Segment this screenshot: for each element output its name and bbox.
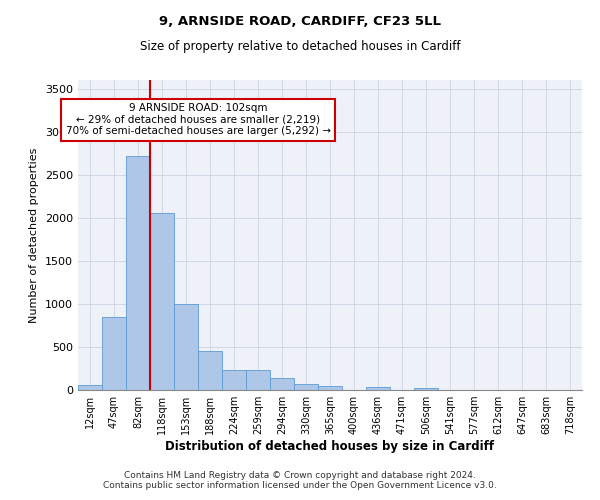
Bar	[270, 378, 294, 390]
Text: 9, ARNSIDE ROAD, CARDIFF, CF23 5LL: 9, ARNSIDE ROAD, CARDIFF, CF23 5LL	[159, 15, 441, 28]
Bar	[126, 156, 150, 390]
Text: Contains HM Land Registry data © Crown copyright and database right 2024.
Contai: Contains HM Land Registry data © Crown c…	[103, 470, 497, 490]
Bar	[78, 385, 102, 390]
Bar	[318, 386, 342, 390]
Text: 9 ARNSIDE ROAD: 102sqm
← 29% of detached houses are smaller (2,219)
70% of semi-: 9 ARNSIDE ROAD: 102sqm ← 29% of detached…	[65, 104, 331, 136]
Bar	[294, 384, 318, 390]
Bar	[150, 212, 174, 390]
Bar	[174, 304, 198, 390]
Bar	[102, 317, 126, 390]
Bar	[246, 370, 270, 390]
Text: Size of property relative to detached houses in Cardiff: Size of property relative to detached ho…	[140, 40, 460, 53]
Bar	[366, 387, 390, 390]
Y-axis label: Number of detached properties: Number of detached properties	[29, 148, 40, 322]
Bar	[414, 388, 438, 390]
X-axis label: Distribution of detached houses by size in Cardiff: Distribution of detached houses by size …	[166, 440, 494, 453]
Bar	[198, 351, 222, 390]
Bar	[222, 370, 246, 390]
